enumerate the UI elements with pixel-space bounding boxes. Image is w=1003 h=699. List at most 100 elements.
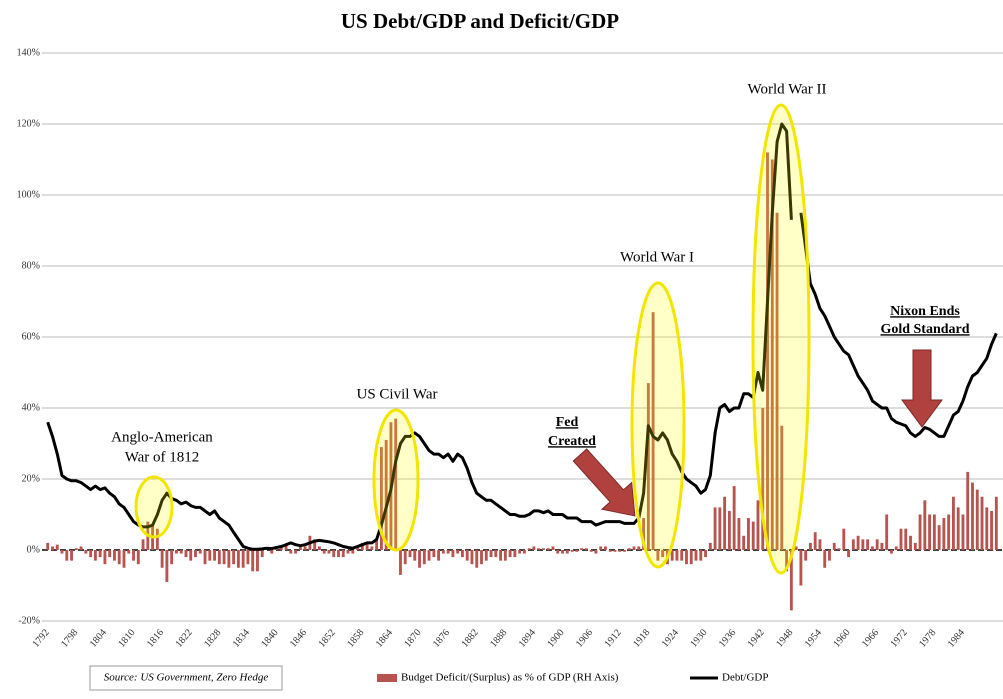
bar (966, 471, 970, 550)
bar (422, 550, 426, 565)
bar (599, 546, 603, 550)
x-tick-label: 1984 (946, 627, 967, 649)
bar (198, 550, 202, 554)
bar (675, 550, 679, 561)
bar (60, 550, 64, 554)
bar (465, 550, 469, 561)
bar (880, 542, 884, 550)
bar (956, 507, 960, 550)
bar (513, 550, 517, 558)
bar (136, 550, 140, 565)
bar (913, 542, 917, 550)
bar (132, 550, 135, 561)
y-tick-label: 140% (17, 47, 40, 58)
bar (904, 528, 908, 550)
bar (108, 550, 112, 558)
bar (704, 550, 707, 558)
bar (413, 550, 417, 561)
chart-title: US Debt/GDP and Deficit/GDP (341, 9, 619, 33)
bar (937, 525, 941, 550)
bar (379, 447, 383, 550)
bar (909, 535, 912, 550)
bar (313, 539, 317, 550)
bar (451, 550, 455, 558)
bar (546, 548, 550, 550)
x-tick-label: 1960 (831, 627, 852, 649)
bar (394, 418, 398, 550)
bar (461, 550, 464, 558)
bar (55, 544, 59, 550)
bar (213, 550, 216, 561)
bar (823, 550, 827, 568)
bar (365, 542, 369, 550)
x-tick-label: 1966 (860, 627, 881, 649)
annotation: Created (548, 434, 596, 449)
bar (270, 550, 274, 554)
bar (232, 550, 236, 565)
x-tick-label: 1942 (746, 627, 767, 649)
bar (842, 528, 846, 550)
bar (127, 550, 131, 554)
bar (947, 514, 951, 550)
bar (689, 550, 693, 565)
x-tick-label: 1834 (231, 627, 252, 649)
bar (484, 550, 488, 561)
legend-label: Debt/GDP (722, 672, 768, 684)
y-tick-label: 80% (22, 260, 40, 271)
bar (951, 496, 955, 550)
bar (89, 550, 93, 558)
bar (847, 550, 850, 558)
bar (179, 550, 183, 554)
bar (808, 542, 812, 550)
annotation: Anglo-American (111, 429, 213, 445)
bar (766, 152, 769, 550)
bar (79, 546, 83, 550)
bar (189, 550, 193, 561)
bar (818, 539, 822, 550)
bar (890, 550, 893, 554)
bar (437, 550, 441, 561)
bar (456, 550, 460, 554)
bar (804, 550, 808, 561)
bar (74, 548, 78, 550)
x-tick-label: 1888 (488, 627, 509, 649)
bar (990, 510, 993, 550)
bar (608, 550, 612, 552)
bar (742, 535, 746, 550)
bar (527, 548, 531, 550)
y-tick-label: 20% (22, 473, 40, 484)
bar (699, 550, 703, 561)
bar (227, 550, 231, 568)
bar (870, 546, 874, 550)
bar (318, 546, 321, 550)
bar (971, 482, 974, 550)
x-tick-label: 1894 (517, 627, 538, 649)
bar (985, 507, 989, 550)
bar (570, 550, 574, 552)
bar (794, 546, 798, 550)
bar (537, 548, 541, 550)
annotation: World War I (620, 249, 694, 265)
bar (303, 546, 307, 550)
bar (503, 550, 507, 561)
bar (532, 546, 536, 550)
annotation: Nixon Ends (890, 304, 960, 319)
bar (875, 539, 879, 550)
bar (565, 550, 569, 554)
x-tick-label: 1870 (402, 627, 423, 649)
bar (832, 542, 836, 550)
bar (155, 528, 159, 550)
bar (661, 550, 665, 558)
bar (713, 507, 717, 550)
bar (184, 550, 188, 558)
bar (46, 542, 50, 550)
x-tick-label: 1804 (88, 627, 109, 649)
bar (93, 550, 97, 561)
bar (65, 550, 69, 561)
bar (337, 550, 340, 558)
bar (928, 514, 932, 550)
bar (670, 550, 674, 561)
bar (332, 550, 336, 558)
bar (408, 550, 412, 558)
bar (785, 550, 789, 572)
